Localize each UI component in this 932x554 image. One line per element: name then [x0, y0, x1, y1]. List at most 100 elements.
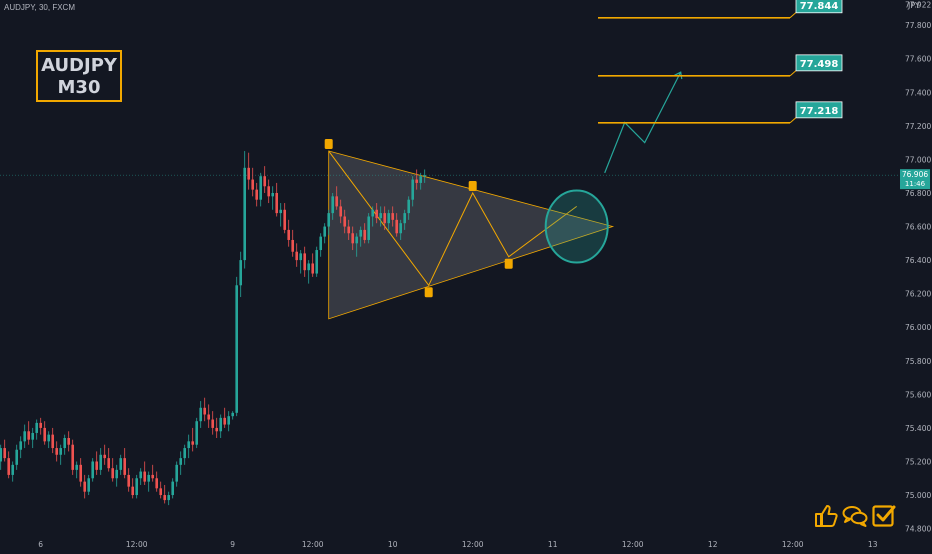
candle-body	[155, 478, 158, 489]
price-tick-label: 75.200	[905, 457, 931, 466]
candle	[227, 411, 230, 432]
price-axis[interactable]: 77.800 77.600 77.400 77.200 77.000 76.800 76.6…	[898, 0, 932, 550]
price-tick-label: 77.800	[905, 21, 931, 30]
candle	[107, 448, 110, 472]
candle	[423, 169, 426, 183]
candle-body	[23, 431, 26, 442]
time-tick-label: 10	[388, 540, 398, 549]
candle-body	[47, 434, 50, 442]
candle	[135, 474, 138, 499]
checkbox-icon[interactable]	[871, 503, 897, 529]
candle	[395, 213, 398, 237]
candle-body	[139, 471, 142, 479]
target-box	[795, 101, 843, 119]
candle	[379, 206, 382, 227]
candle	[195, 417, 198, 449]
candle	[71, 439, 74, 475]
candle	[91, 458, 94, 482]
candle	[279, 203, 282, 227]
candle-body	[267, 186, 270, 197]
target-box	[795, 0, 843, 14]
candle-body	[367, 216, 370, 240]
price-tick-label: 77.400	[905, 88, 931, 97]
target-label: 77.498	[800, 59, 839, 70]
candle	[115, 464, 118, 487]
time-axis[interactable]: 6 12:00 9 12:00 10 12:00 11 12:00 12 12:00 13	[0, 537, 932, 550]
candle	[391, 206, 394, 227]
candle	[255, 182, 258, 207]
candle-body	[195, 421, 198, 445]
candle-body	[307, 263, 310, 271]
time-tick-label: 12	[708, 540, 718, 549]
candle-body	[387, 213, 390, 224]
price-tick-label: 76.000	[905, 323, 931, 332]
candle	[235, 276, 238, 417]
candle-body	[7, 458, 10, 475]
pair-symbol: AUDJPY	[41, 55, 117, 76]
chat-bubbles-icon[interactable]	[842, 503, 868, 529]
candles	[0, 151, 426, 506]
price-tick-label: 75.000	[905, 491, 931, 500]
candle	[171, 478, 174, 499]
pattern-point-marker	[324, 139, 333, 150]
symbol-title[interactable]: AUDJPY, 30, FXCM	[4, 3, 75, 12]
price-tick-label: 75.800	[905, 357, 931, 366]
time-axis-background	[0, 537, 932, 550]
candle-body	[219, 417, 222, 432]
candle-body	[287, 229, 290, 240]
price-tick-label: 75.600	[905, 390, 931, 399]
thumbs-up-icon[interactable]	[813, 503, 839, 529]
candle	[367, 213, 370, 244]
candle-body	[179, 458, 182, 465]
target-level: 77.498	[598, 54, 843, 77]
candle	[87, 474, 90, 496]
candle-body	[407, 199, 410, 214]
pattern-point-marker	[504, 258, 513, 269]
candle-body	[251, 179, 254, 190]
candle-body	[167, 495, 170, 501]
candle	[327, 209, 330, 235]
candle	[219, 414, 222, 438]
candle-body	[119, 458, 122, 470]
projection-arrowhead	[674, 71, 683, 80]
drawings-front: 77.844 77.498 77.218	[324, 0, 843, 298]
candle	[183, 444, 186, 465]
last-price-value: 76.906	[902, 170, 928, 179]
candle	[299, 250, 302, 274]
candle-body	[259, 176, 262, 200]
candle	[43, 421, 46, 445]
candle	[59, 444, 62, 465]
price-tick-label: 77.000	[905, 155, 931, 164]
candle-body	[411, 179, 414, 200]
candle	[287, 219, 290, 247]
candle	[0, 444, 2, 470]
candle	[103, 444, 106, 465]
candle	[39, 417, 42, 435]
candle	[403, 209, 406, 230]
candle	[55, 441, 58, 462]
price-tick-label: 76.800	[905, 189, 931, 198]
candle-body	[187, 441, 190, 449]
candle	[291, 229, 294, 257]
candle-body	[67, 437, 70, 445]
candle-body	[115, 469, 118, 479]
target-level: 77.218	[598, 101, 843, 124]
candle-body	[403, 213, 406, 224]
candle	[295, 243, 298, 267]
candle	[147, 471, 150, 492]
time-tick-label: 12:00	[302, 540, 324, 549]
candle	[187, 434, 190, 459]
candle-body	[3, 448, 6, 459]
candle-body	[191, 441, 194, 445]
candle	[23, 424, 26, 449]
candle-body	[339, 206, 342, 217]
candle-body	[247, 167, 250, 180]
time-tick-label: 12:00	[782, 540, 804, 549]
price-axis-background	[898, 0, 932, 550]
candle-body	[359, 229, 362, 237]
time-tick-label: 12:00	[462, 540, 484, 549]
candle	[251, 167, 254, 197]
candle-body	[371, 209, 374, 217]
